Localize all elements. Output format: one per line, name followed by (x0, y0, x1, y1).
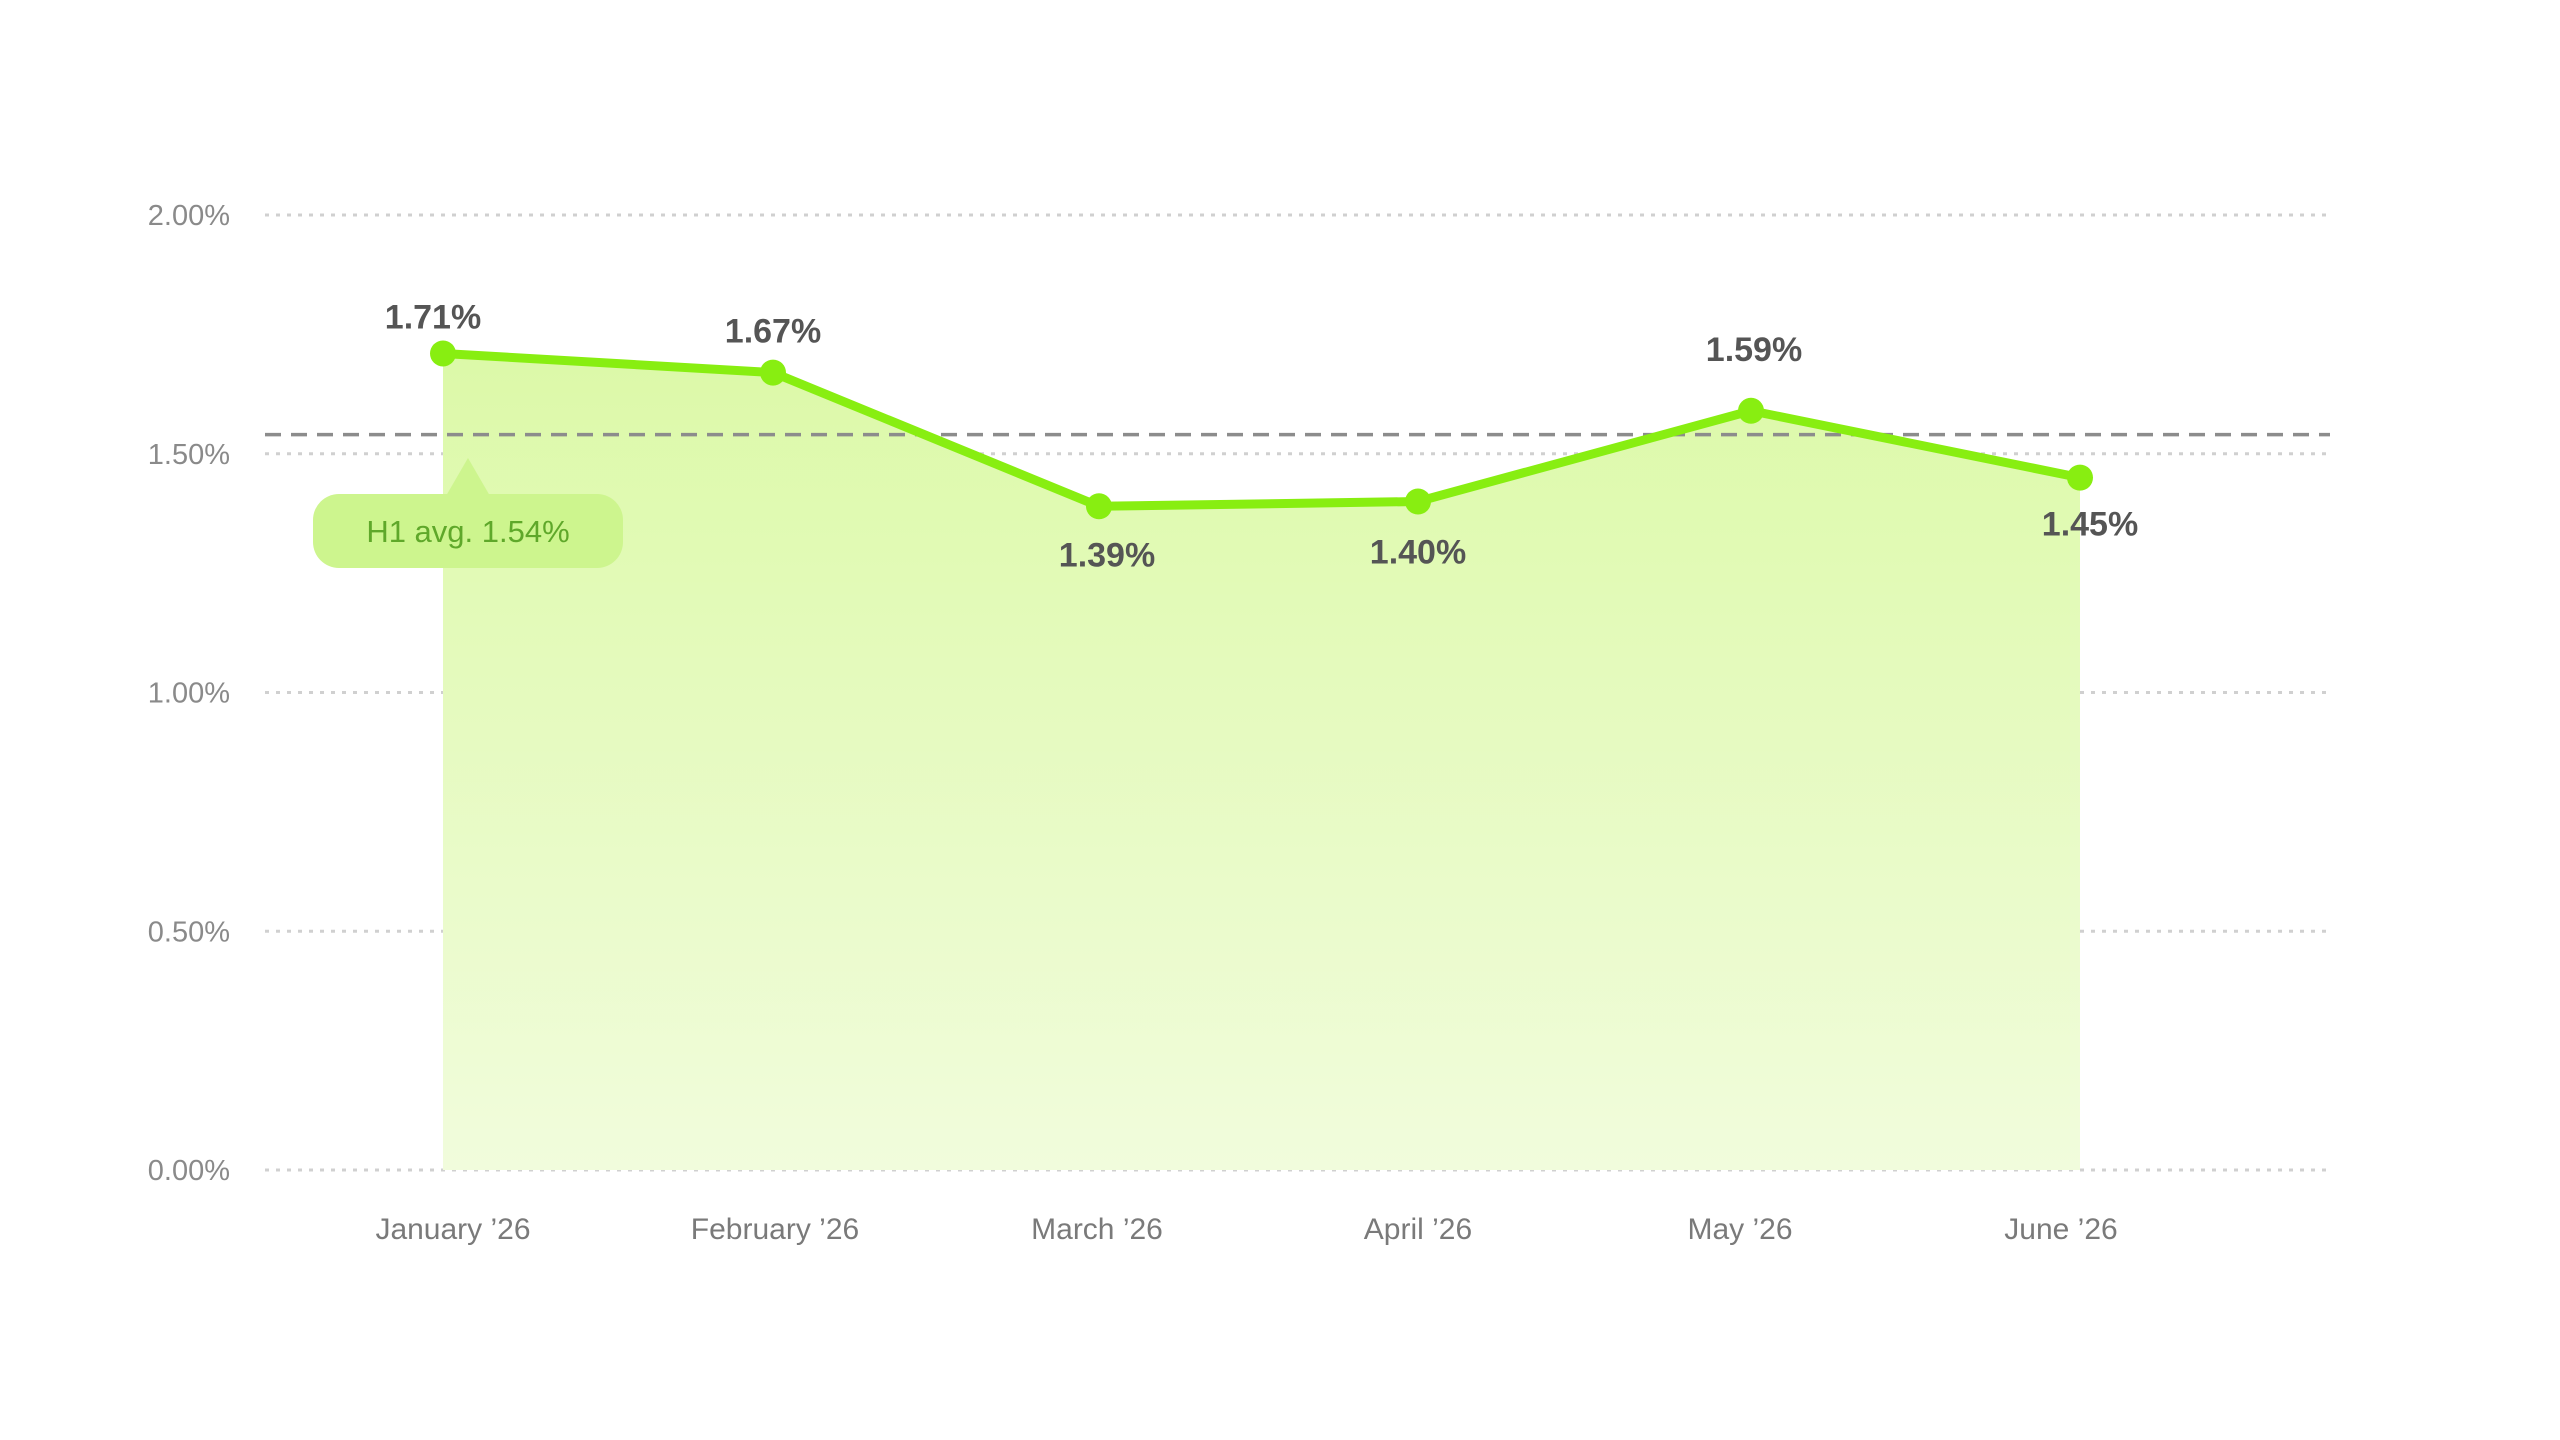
data-value-label: 1.71% (385, 298, 481, 336)
data-labels: 1.71% 1.67% 1.39% 1.40% 1.59% 1.45% (385, 298, 2138, 574)
average-badge-pointer (446, 458, 490, 496)
data-value-label: 1.59% (1706, 331, 1802, 369)
data-point (760, 359, 786, 386)
data-value-label: 1.45% (2042, 506, 2138, 544)
data-point (2067, 464, 2093, 491)
x-tick-label: March ’26 (1031, 1213, 1163, 1246)
y-tick-label: 1.00% (148, 678, 230, 710)
y-tick-label: 0.50% (148, 916, 230, 948)
y-tick-label: 1.50% (148, 439, 230, 471)
data-point (1086, 493, 1112, 520)
x-tick-label: February ’26 (691, 1213, 859, 1246)
data-value-label: 1.39% (1059, 536, 1155, 574)
x-tick-label: June ’26 (2004, 1213, 2117, 1246)
y-tick-label: 0.00% (148, 1155, 230, 1187)
data-value-label: 1.40% (1370, 534, 1466, 572)
x-tick-label: January ’26 (375, 1213, 530, 1246)
y-axis: 0.00% 0.50% 1.00% 1.50% 2.00% (148, 200, 230, 1187)
x-axis: January ’26 February ’26 March ’26 April ’2… (375, 1213, 2117, 1246)
series-area (443, 353, 2080, 1171)
series-line-layer (430, 340, 2093, 520)
x-tick-label: April ’26 (1364, 1213, 1472, 1246)
data-point (1738, 397, 1764, 424)
data-point (1405, 488, 1431, 515)
x-tick-label: May ’26 (1687, 1213, 1792, 1246)
area-layer (443, 353, 2080, 1171)
data-value-label: 1.67% (725, 313, 821, 351)
series-line (438, 348, 2085, 511)
average-label: H1 avg. 1.54% (366, 514, 569, 549)
average-layer: H1 avg. 1.54% (265, 432, 2330, 568)
average-badge (313, 494, 623, 568)
data-point (430, 340, 456, 367)
y-tick-label: 2.00% (148, 200, 230, 232)
